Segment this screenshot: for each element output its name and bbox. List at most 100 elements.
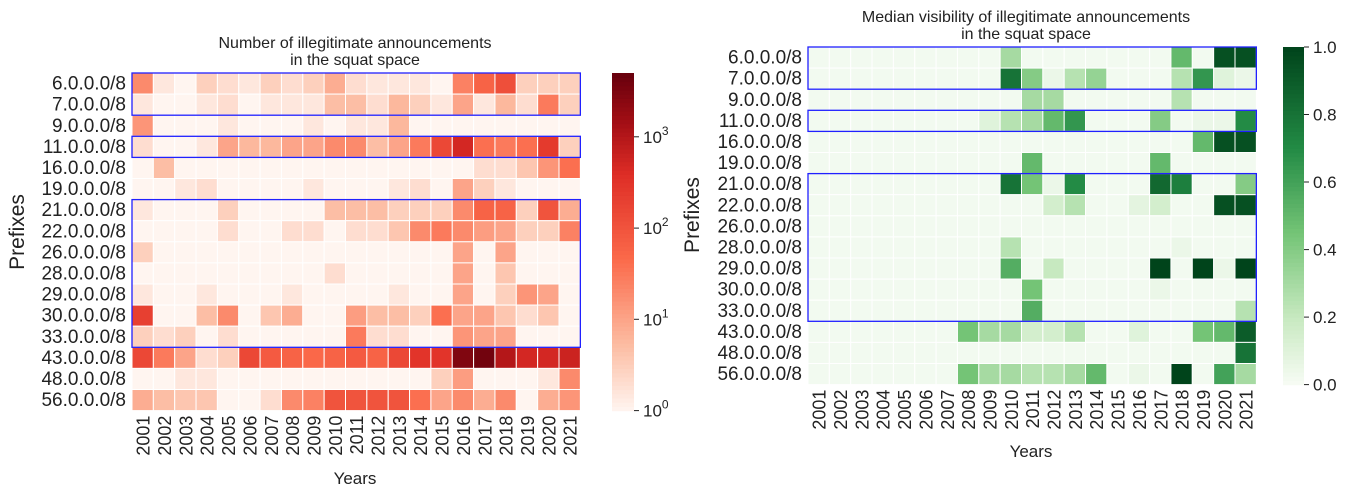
heatmap-cell [1042,67,1065,90]
colorbar-segment [1283,156,1304,162]
heatmap-cell [1149,67,1172,90]
colorbar-segment [612,330,634,336]
colorbar-segment [612,132,634,137]
heatmap-cell [807,236,830,259]
heatmap-cell [409,367,432,390]
heatmap-cell [451,114,475,137]
heatmap-cell [914,173,937,196]
colorbar-segment [1283,249,1304,255]
heatmap-cell [345,346,368,369]
heatmap-cell [807,320,830,343]
y-tick-label: 48.0.0.0/8 [717,343,802,364]
colorbar-segment [1283,55,1304,61]
heatmap-cell [409,262,432,285]
heatmap-cell [558,262,581,285]
heatmap-cell [537,389,560,412]
heatmap-cell [537,367,560,390]
colorbar-segment [612,115,634,121]
heatmap-cell [259,114,282,137]
heatmap-cell [892,194,916,217]
colorbar-segment [612,140,634,146]
heatmap-cell [473,178,496,201]
heatmap-cell [216,325,240,348]
colorbar-segment [1283,186,1304,192]
heatmap-cell [366,389,389,412]
colorbar-segment [1283,148,1304,154]
colorbar-segment [612,220,634,226]
colorbar-segment [1283,198,1304,204]
heatmap-cell [387,262,411,285]
colorbar-segment [1283,194,1304,200]
heatmap-cell [473,283,496,306]
heatmap-cell [409,389,432,412]
colorbar-tick-base: 10 [643,128,662,147]
colorbar-segment [1283,169,1304,175]
heatmap-cell [1127,152,1151,175]
heatmap-cell [280,199,304,222]
heatmap-cell [259,283,282,306]
heatmap-cell [1085,173,1108,196]
heatmap-cell [216,262,240,285]
colorbar-segment [1283,308,1304,314]
colorbar-segment [612,241,634,247]
heatmap-cell [537,325,560,348]
heatmap-cell [216,220,240,243]
heatmap-cell [131,156,154,179]
heatmap-cell [892,130,916,153]
heatmap-cell [850,320,873,343]
heatmap-cell [1170,46,1193,69]
x-tick-label: 2019 [1194,390,1214,430]
heatmap-cell [1213,278,1236,301]
heatmap-cell [1021,67,1044,90]
colorbar-tick-label: 101 [643,306,669,329]
heatmap-cell [850,194,873,217]
heatmap-cell [1127,278,1151,301]
heatmap-cell [302,135,325,158]
heatmap-cell [430,93,453,116]
colorbar-segment [1283,68,1304,73]
heatmap-cell [152,93,176,116]
heatmap-cell [387,178,411,201]
heatmap-cell [828,341,852,364]
heatmap-cell [174,389,197,412]
heatmap-cell [1170,88,1193,111]
heatmap-cell [195,241,218,264]
heatmap-cell [914,320,937,343]
colorbar-tick-label: 0.8 [1313,106,1337,125]
heatmap-cell [1213,363,1236,386]
heatmap-cell [451,241,475,264]
colorbar-segment [612,157,634,163]
heatmap-cell [302,114,325,137]
colorbar-segment [1283,165,1304,170]
heatmap-cell [850,130,873,153]
heatmap-cell [451,93,475,116]
heatmap-cell [451,135,475,158]
heatmap-cell [1170,109,1193,132]
heatmap-cell [451,199,475,222]
heatmap-cell [558,367,581,390]
heatmap-cell [978,257,1001,280]
heatmap-cell [515,283,539,306]
heatmap-cell [1063,363,1087,386]
heatmap-cell [828,152,852,175]
colorbar-segment [1283,220,1304,225]
x-tick-label: 2001 [810,390,830,430]
heatmap-cell [892,320,916,343]
heatmap-cell [1021,363,1044,386]
colorbar-segment [612,229,634,234]
heatmap-cell [558,199,581,222]
heatmap-cell [1042,236,1065,259]
heatmap-cell [473,199,496,222]
heatmap-cell [807,130,830,153]
heatmap-cell [174,93,197,116]
heatmap-cell [131,93,154,116]
colorbar-segment [612,233,634,239]
heatmap-cell [1149,215,1172,238]
colorbar-segment [612,393,634,399]
heatmap-cell [1085,194,1108,217]
heatmap-cell [345,220,368,243]
heatmap-cell [387,283,411,306]
heatmap-cell [850,341,873,364]
heatmap-cell [1021,173,1044,196]
colorbar-segment [1283,325,1304,331]
